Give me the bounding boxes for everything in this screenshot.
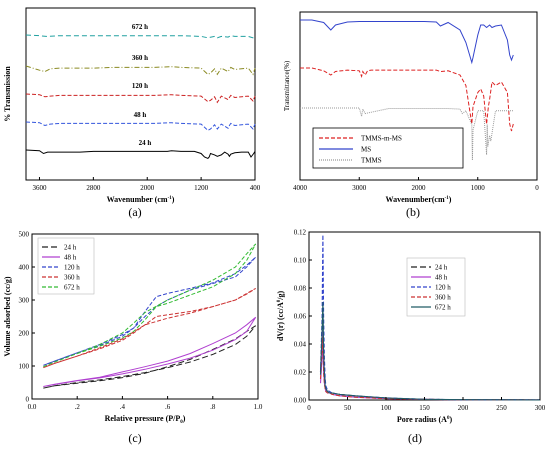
plot-frame-c <box>31 233 259 400</box>
xtick-label-d-2: 100 <box>381 404 392 412</box>
series-c-4 <box>43 243 257 368</box>
series-label-a-2: 120 h <box>132 82 148 90</box>
ytick-label-c-1: 100 <box>19 363 30 371</box>
legend-c-label-1: 48 h <box>64 254 77 262</box>
legend-d-label-0: 24 h <box>435 264 448 272</box>
plot-frame-a <box>25 7 256 181</box>
xtick-label-b-4: 0 <box>535 184 539 192</box>
series-a-4 <box>25 34 256 39</box>
series-b-2 <box>300 107 514 161</box>
series-label-a-3: 360 h <box>132 54 148 62</box>
series-label-a-0: 24 h <box>139 139 152 147</box>
xtick-label-a-1: 2800 <box>86 184 101 192</box>
series-c-3 <box>43 287 256 369</box>
x-axis-label-a: Wavenumber (cm-1) <box>107 195 175 204</box>
caption-c: (c) <box>128 431 141 445</box>
xtick-label-d-0: 0 <box>307 404 311 412</box>
legend-b <box>312 127 464 169</box>
x-axis-label-b: Wavenumber(cm-1) <box>386 195 452 204</box>
legend-b-label-0: TMMS-m-MS <box>361 135 402 143</box>
caption-a: (a) <box>128 205 141 219</box>
legend-d-label-2: 120 h <box>435 284 451 292</box>
xtick-label-b-0: 4000 <box>293 184 308 192</box>
xtick-label-a-2: 2000 <box>140 184 155 192</box>
series-b-0 <box>300 67 514 132</box>
chart-c: 0.0 .2 .4 .6 .8 1.0 0 100 200 300 400 500 Relative p… <box>3 231 263 446</box>
chart-a: 24 h 48 h 120 h 360 h 672 h 3600 2800 2000 1200 4… <box>3 7 261 219</box>
series-d-0 <box>319 315 541 401</box>
y-axis-label-c: Volume adsorbed (cc/g) <box>3 276 12 356</box>
ytick-label-d-4: 0.08 <box>294 285 307 293</box>
x-axis-label-c: Relative pressure (P/P0) <box>105 414 186 425</box>
chart-d: 0 50 100 150 200 250 300 0.00 0.02 0.04 0.06 0.08 0.… <box>276 229 546 446</box>
series-a-1 <box>25 121 256 132</box>
legend-d <box>406 257 466 317</box>
xtick-label-a-4: 400 <box>250 184 261 192</box>
legend-d-label-1: 48 h <box>435 274 448 282</box>
xtick-label-a-0: 3600 <box>32 184 47 192</box>
ytick-label-c-4: 400 <box>19 264 30 272</box>
series-d-3 <box>319 336 541 401</box>
xtick-label-c-2: .4 <box>120 403 126 411</box>
xtick-label-c-0: 0.0 <box>28 403 37 411</box>
ytick-label-c-5: 500 <box>19 231 30 239</box>
xtick-label-b-2: 2000 <box>412 184 427 192</box>
ytick-label-d-2: 0.04 <box>294 341 307 349</box>
ytick-label-d-3: 0.06 <box>294 313 307 321</box>
series-label-a-4: 672 h <box>132 23 148 31</box>
legend-c-label-2: 120 h <box>64 264 80 272</box>
caption-d: (d) <box>408 431 422 445</box>
xtick-label-a-3: 1200 <box>194 184 209 192</box>
series-b-1 <box>300 19 514 65</box>
xtick-label-c-3: .6 <box>165 403 171 411</box>
series-c-2 <box>43 256 257 366</box>
legend-d-label-3: 360 h <box>435 294 451 302</box>
series-c-0 <box>43 325 257 389</box>
xtick-label-d-1: 50 <box>344 404 352 412</box>
series-a-3 <box>25 65 256 76</box>
legend-c-label-0: 24 h <box>64 244 77 252</box>
legend-b-label-2: TMMS <box>361 157 382 165</box>
xtick-label-b-1: 3000 <box>352 184 367 192</box>
legend-d-label-4: 672 h <box>435 304 451 312</box>
y-axis-label-a: % Transmission <box>3 66 12 122</box>
xtick-label-c-1: .2 <box>75 403 81 411</box>
series-c-1 <box>43 316 257 387</box>
series-d-4 <box>319 301 541 401</box>
legend-b-label-1: MS <box>361 146 371 154</box>
legend-c-label-3: 360 h <box>64 274 80 282</box>
y-axis-label-d: dV(r) (cc/A0/g) <box>276 291 285 342</box>
ytick-label-d-0: 0.00 <box>294 397 307 405</box>
xtick-label-d-6: 300 <box>535 404 546 412</box>
series-d-1 <box>319 329 541 401</box>
xtick-label-d-3: 150 <box>419 404 430 412</box>
ytick-label-c-3: 300 <box>19 297 30 305</box>
ytick-label-c-2: 200 <box>19 330 30 338</box>
xtick-label-c-5: 1.0 <box>254 403 263 411</box>
xtick-label-b-3: 1000 <box>471 184 486 192</box>
ytick-label-d-6: 0.12 <box>294 229 307 237</box>
legend-c-label-4: 672 h <box>64 284 80 292</box>
xtick-label-d-4: 200 <box>458 404 469 412</box>
caption-b: (b) <box>406 205 420 219</box>
ytick-label-d-1: 0.02 <box>294 369 307 377</box>
y-axis-label-b: Transmittance(%) <box>283 60 291 111</box>
ytick-label-c-0: 0 <box>26 396 30 404</box>
xtick-label-d-5: 250 <box>496 404 507 412</box>
chart-b: 4000 3000 2000 1000 0 Wavenumber(cm-1) Transmi… <box>283 11 539 219</box>
series-d-2 <box>319 234 541 401</box>
series-a-2 <box>25 93 256 104</box>
series-label-a-1: 48 h <box>134 111 147 119</box>
xtick-label-c-4: .8 <box>210 403 216 411</box>
series-a-0 <box>25 149 256 159</box>
x-axis-label-d: Pore radius (A0) <box>397 415 453 424</box>
ytick-label-d-5: 0.10 <box>294 257 307 265</box>
